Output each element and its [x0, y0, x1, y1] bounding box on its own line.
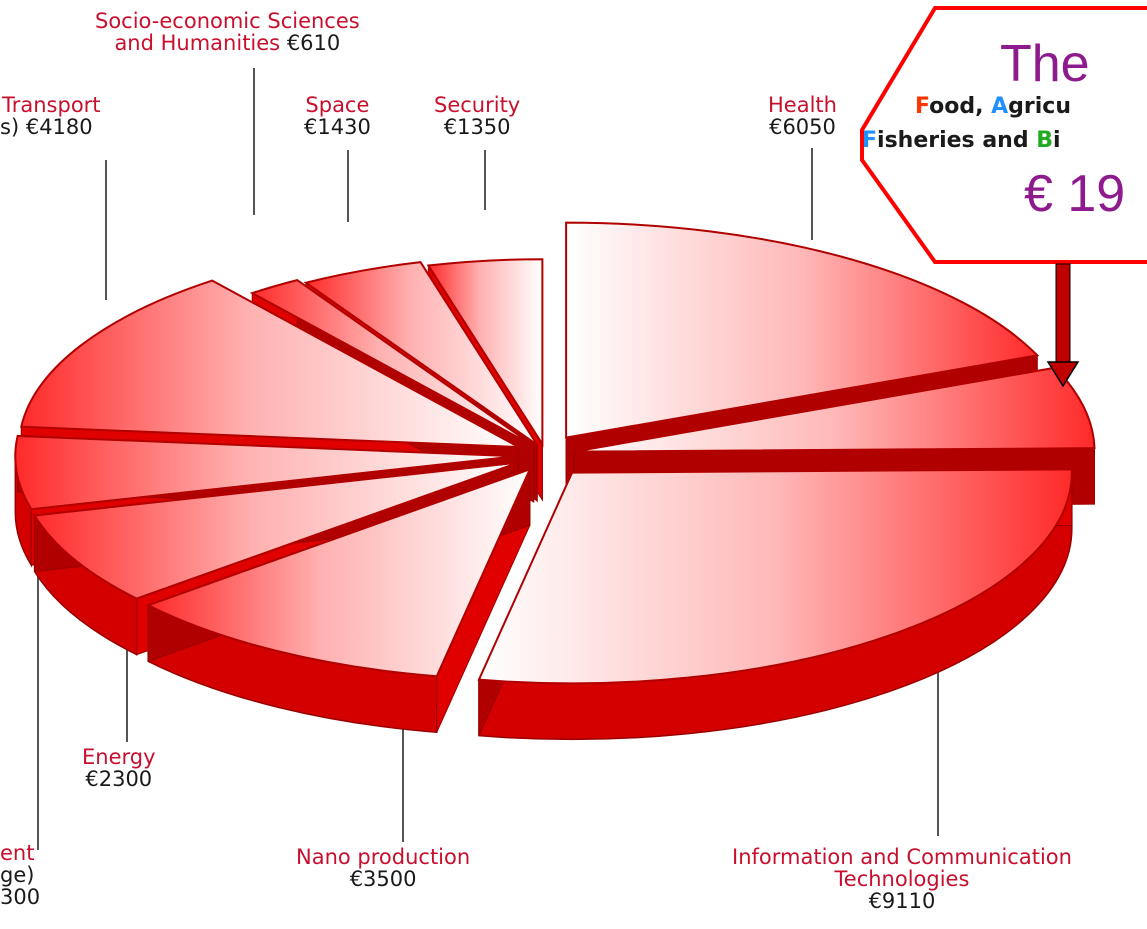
callout-title: The — [1000, 35, 1090, 93]
pie-slice-nano-production — [145, 467, 532, 734]
label-environment: ent ge) 300 — [0, 841, 41, 910]
pie-slice-top-socio-economic — [249, 279, 535, 447]
pie-slice-top-ict — [477, 468, 1073, 685]
label-socio-economic: Socio-economic Sciences and Humanities €… — [95, 9, 360, 56]
initial-f2: F — [862, 128, 878, 153]
label-transport: Transport s) €4180 — [0, 93, 101, 140]
arrow-head — [1046, 361, 1080, 388]
pie-slice-top-space — [303, 261, 539, 446]
initial-b: B — [1036, 128, 1054, 153]
pie-slice-top-environment — [14, 434, 516, 511]
label-security: Security €1350 — [434, 93, 521, 140]
pie-slice-top-health — [565, 221, 1040, 439]
arrow-shaft — [1055, 263, 1071, 365]
label-energy: Energy €2300 — [82, 745, 156, 792]
label-nano-production: Nano production €3500 — [296, 845, 471, 892]
pie-slice-top-nano-production — [145, 467, 532, 678]
callout-arrow — [1046, 263, 1080, 388]
pie-slice-top-transport — [20, 279, 520, 449]
pie-slice-top-security — [426, 258, 544, 448]
initial-f: F — [915, 94, 930, 119]
label-health: Health €6050 — [768, 93, 837, 140]
callout-border — [860, 6, 1147, 264]
callout-box — [860, 6, 1147, 264]
initial-a: A — [991, 94, 1009, 119]
callout-line2: Fisheries and Bi — [862, 128, 1061, 153]
callout-line1: Food, Agricu — [915, 94, 1072, 119]
pie-slice-ict — [477, 468, 1073, 741]
label-ict: Information and Communication Technologi… — [732, 845, 1072, 914]
callout-amount: € 19 — [1024, 165, 1126, 223]
label-space: Space €1430 — [304, 93, 371, 140]
pie-slice-top-energy — [32, 461, 519, 600]
